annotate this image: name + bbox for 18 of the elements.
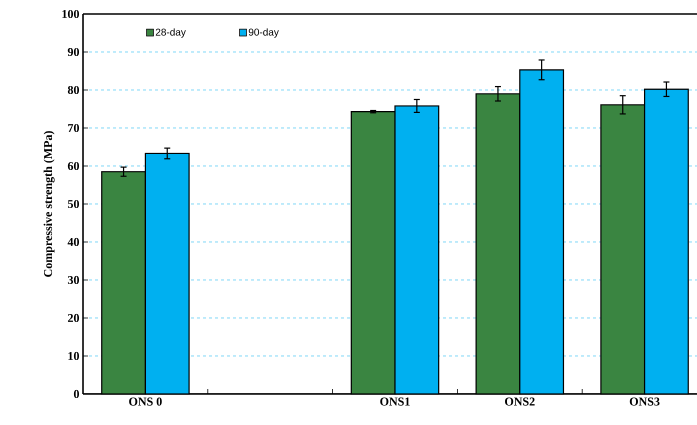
y-tick-label: 100	[62, 10, 80, 18]
y-axis-title: Compressive strength (MPa)	[44, 131, 55, 277]
x-tick-label: ONS2	[505, 398, 535, 406]
y-tick-label: 70	[68, 124, 80, 132]
y-tick-label: 90	[68, 48, 80, 56]
legend-label: 90-day	[248, 28, 279, 38]
x-tick-label: ONS3	[630, 398, 660, 406]
y-tick-label: 10	[68, 352, 80, 360]
y-tick-label: 30	[68, 276, 80, 284]
y-tick-label: 60	[68, 162, 80, 170]
x-tick-label: ONS1	[380, 398, 410, 406]
y-tick-label: 0	[74, 390, 80, 398]
y-tick-label: 50	[68, 200, 80, 208]
y-tick-label: 80	[68, 86, 80, 94]
legend-label: 28-day	[156, 28, 186, 38]
y-tick-label: 20	[68, 314, 80, 322]
x-tick-label: ONS 0	[129, 398, 162, 406]
y-tick-label: 40	[68, 238, 80, 246]
